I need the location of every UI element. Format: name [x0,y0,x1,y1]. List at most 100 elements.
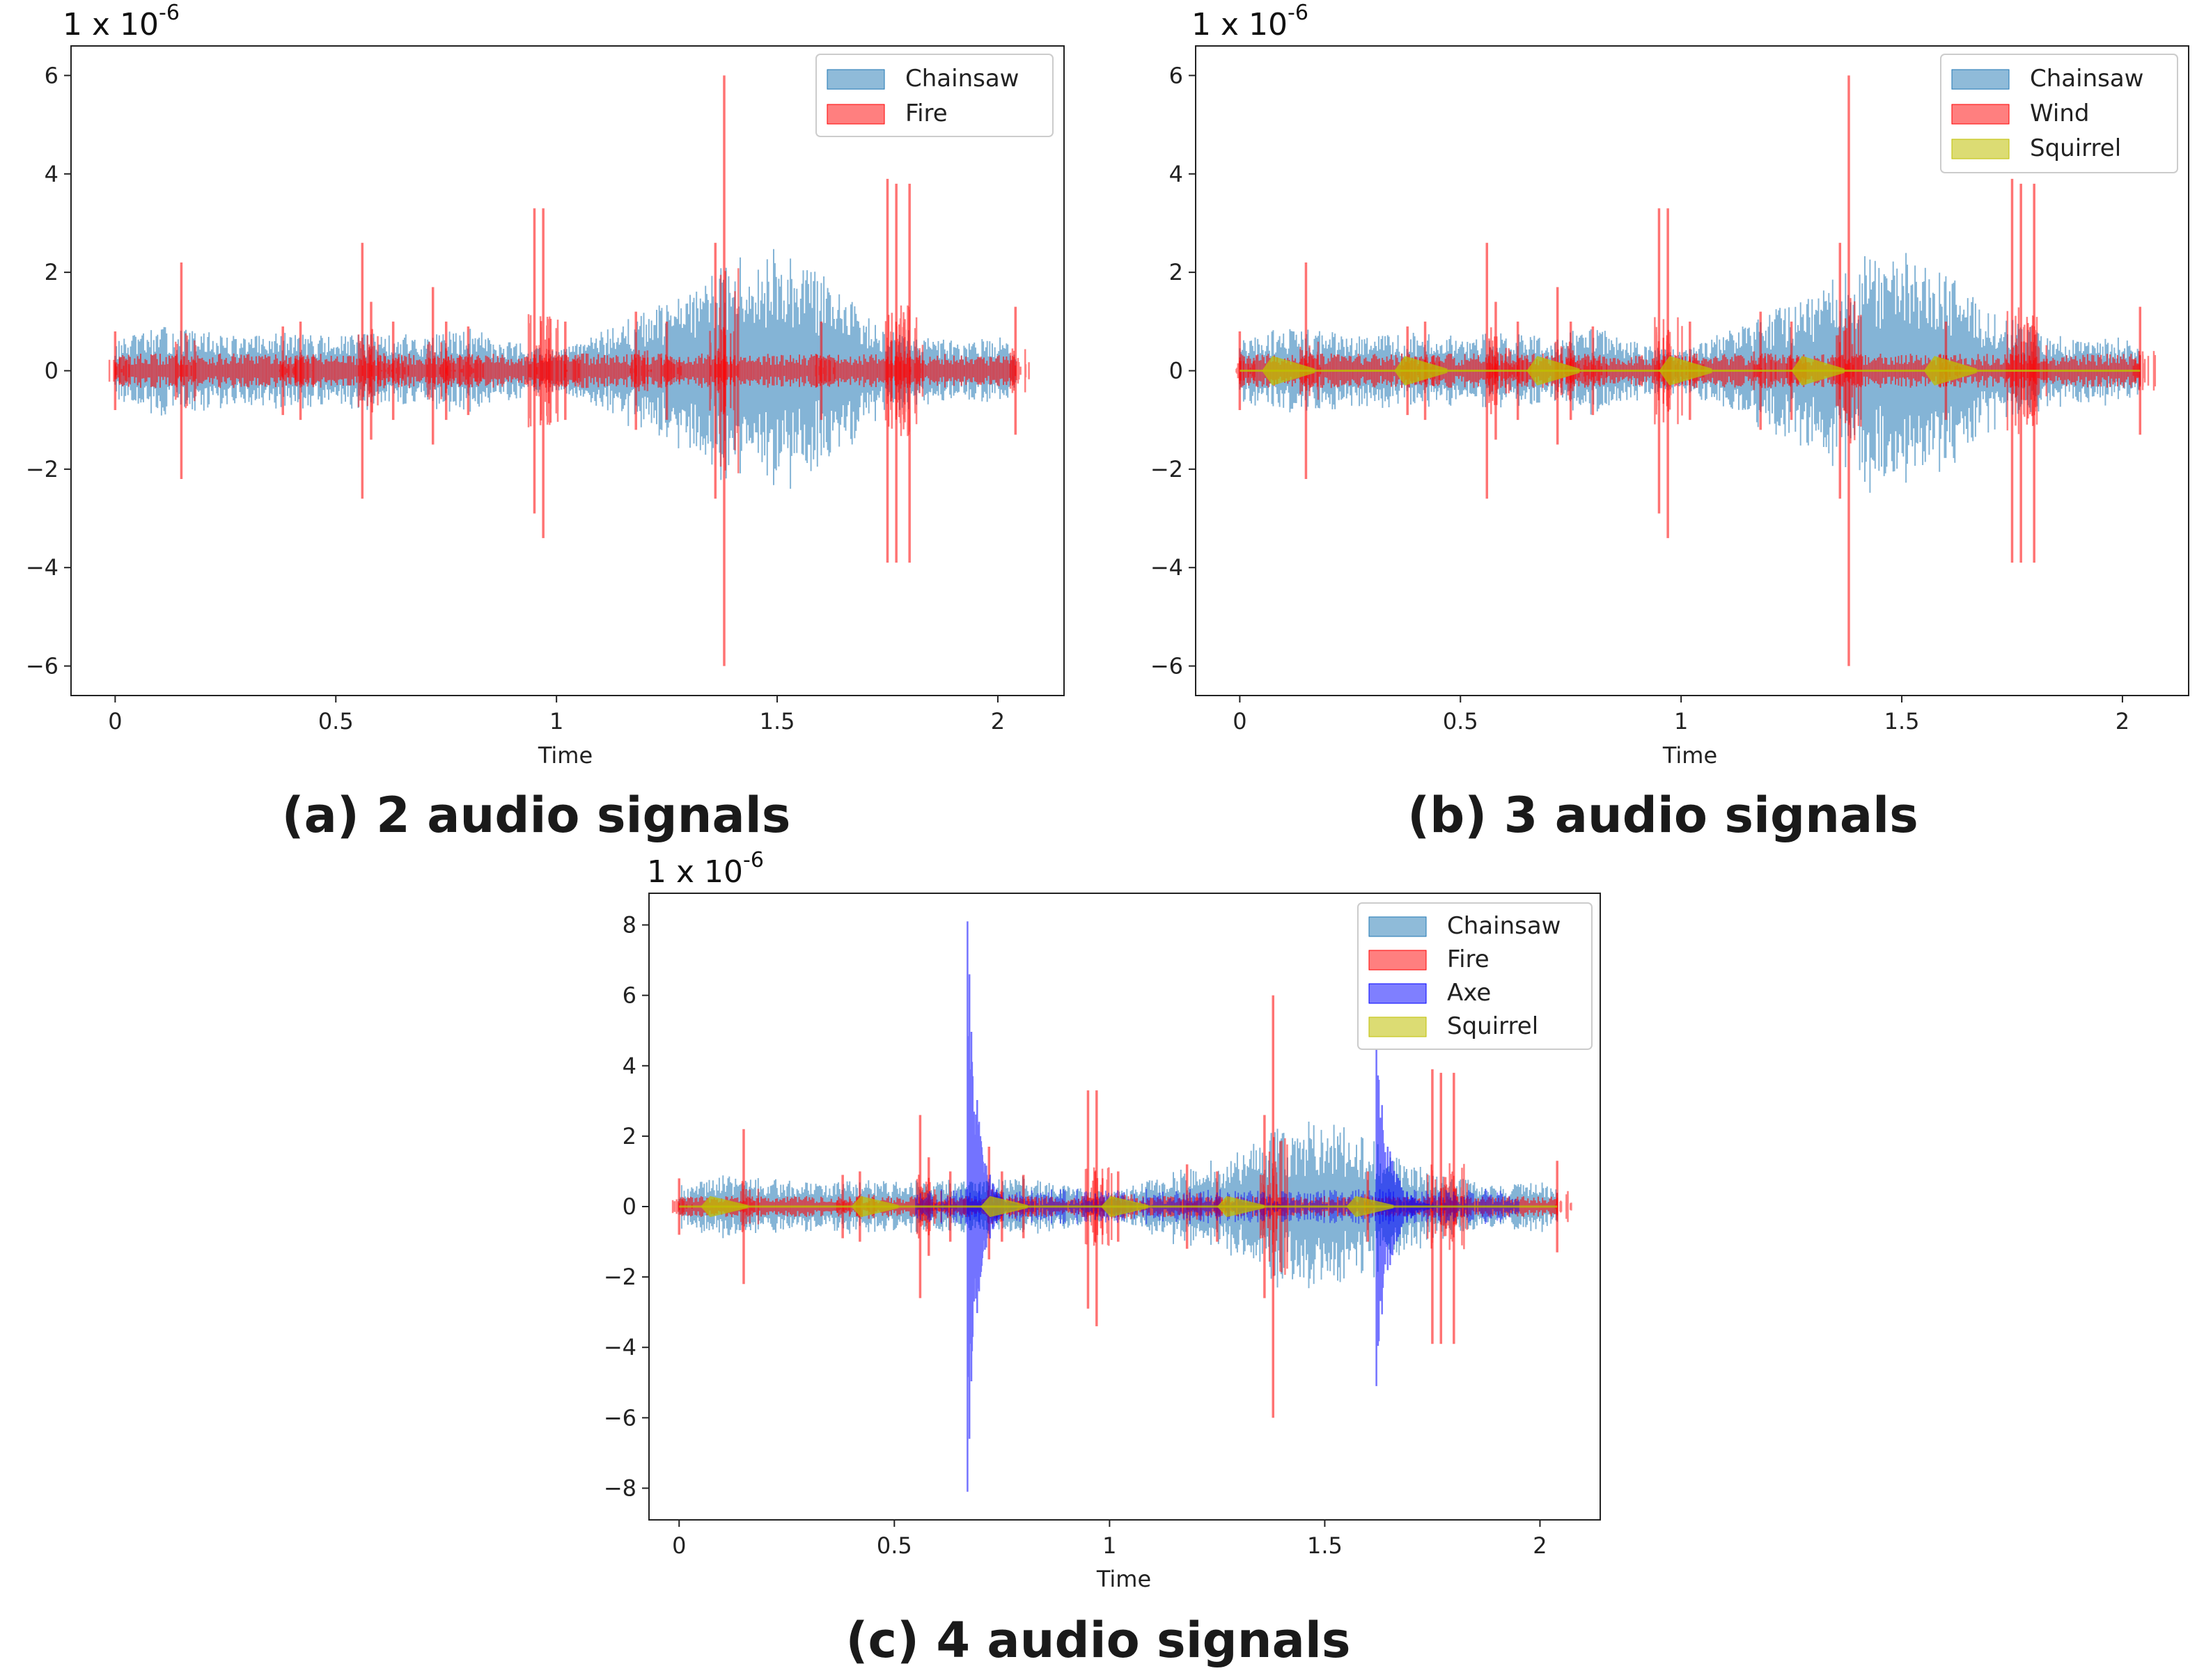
y-tick-label: 4 [623,1053,636,1079]
x-tick-label: 1.5 [1307,1532,1343,1559]
spike-cluster [439,354,462,387]
spike-cluster [175,333,197,409]
x-axis-c: 0 0.5 1 1.5 2 [672,1520,1547,1559]
spike-cluster [630,350,652,392]
legend-label: Chainsaw [1447,912,1561,940]
chirp-squirrel [1659,356,1712,386]
panel-c: 8 6 4 2 0 −2 −4 −6 −8 0 0.5 1 1.5 2 Time 1 x 10-6 Ch… [604,848,1601,1592]
spike-cluster [717,268,740,473]
x-tick-label: 0.5 [877,1532,912,1559]
legend-swatch-fire [827,104,885,125]
legend-entry: Fire [1368,945,1490,973]
spike-cluster [387,354,409,388]
legend-entry: Squirrel [1368,1012,1538,1040]
spike-cluster [294,354,315,388]
caption-c: (c) 4 audio signals [845,1612,1350,1669]
legend-label: Chainsaw [2030,65,2143,93]
y-tick-label: −6 [604,1404,636,1431]
legend-label: Fire [1447,945,1490,973]
spike-cluster [108,358,130,384]
y-tick-label: −8 [604,1475,636,1501]
y-tick-label: 6 [623,982,636,1009]
spike-cluster [1555,1191,1572,1223]
y-tick-label: −4 [1150,554,1183,581]
y-tick-label: 2 [623,1123,636,1149]
legend-label: Axe [1447,979,1491,1007]
chirp-squirrel [980,1195,1028,1218]
y-axis-c: 8 6 4 2 0 −2 −4 −6 −8 [604,912,649,1501]
chirp-squirrel [1791,356,1845,386]
legend-a: Chainsaw Fire [815,54,1054,137]
y-tick-label: −2 [26,456,58,482]
legend-swatch-squirrel [1368,1016,1427,1037]
legend-c: Chainsaw Fire Axe Squirrel [1357,902,1593,1050]
legend-b: Chainsaw Wind Squirrel [1940,54,2178,173]
chirp-squirrel [1526,356,1580,386]
caption-a: (a) 2 audio signals [282,787,791,844]
chirp-squirrel [1262,356,1315,386]
legend-swatch-squirrel [1951,139,2010,159]
scale-factor-c: 1 x 10-6 [647,848,764,890]
y-axis-b: 6 4 2 0 −2 −4 −6 [1150,62,1196,680]
spike-cluster [560,354,581,387]
y-tick-label: 0 [1169,358,1183,384]
legend-swatch-fire [1368,950,1427,971]
panel-a: 6 4 2 0 −2 −4 −6 0 0.5 1 1.5 2 Time 1 x 10-6 Chain… [26,1,1065,769]
y-tick-label: 0 [623,1193,636,1220]
plot-area-a [108,75,1030,666]
scale-factor-b: 1 x 10-6 [1191,1,1308,42]
x-tick-label: 1 [549,708,563,735]
x-axis-b: 0 0.5 1 1.5 2 [1233,696,2129,735]
x-tick-label: 1 [1102,1532,1116,1559]
x-tick-label: 2 [991,708,1005,735]
x-tick-label: 1 [1674,708,1688,735]
legend-swatch-wind [1951,104,2010,125]
legend-entry: Chainsaw [827,65,1019,93]
x-tick-label: 0 [1233,708,1246,735]
chirp-squirrel [1101,1195,1148,1218]
x-tick-label: 0 [672,1532,686,1559]
y-tick-label: −4 [26,554,58,581]
y-tick-label: 2 [1169,259,1183,285]
caption-b: (b) 3 audio signals [1407,787,1918,844]
spike-cluster [660,353,682,388]
legend-swatch-axe [1368,983,1427,1004]
y-tick-label: 2 [45,259,58,285]
y-tick-label: 6 [45,62,58,88]
x-tick-label: 0.5 [318,708,354,735]
legend-label: Chainsaw [905,65,1019,93]
x-tick-label: 2 [1533,1532,1547,1559]
chirp-squirrel [1217,1195,1265,1218]
legend-box-c [1357,902,1593,1050]
y-tick-label: −4 [604,1334,636,1360]
scale-factor-a: 1 x 10-6 [63,1,180,42]
x-axis-label-a: Time [538,742,593,769]
plot-area-b [1235,75,2157,666]
legend-entry: Fire [827,100,948,127]
legend-swatch-chainsaw [1368,916,1427,937]
spike-cluster [903,317,924,425]
legend-label: Squirrel [2030,134,2121,162]
legend-entry: Squirrel [1951,134,2121,162]
x-axis-label-c: Time [1096,1566,1151,1592]
chirp-squirrel [1923,356,1977,386]
legend-entry: Chainsaw [1951,65,2143,93]
y-tick-label: 8 [623,912,636,939]
chirp-squirrel [851,1195,899,1218]
legend-entry: Wind [1951,100,2089,127]
spike-cluster [815,354,836,388]
chirp-squirrel [1394,356,1448,386]
chirp-squirrel [701,1195,749,1218]
series-squirrel [679,1195,1558,1218]
chirp-squirrel [1346,1195,1394,1218]
legend-swatch-chainsaw [827,69,885,90]
y-tick-label: −2 [1150,456,1183,482]
y-tick-label: −6 [26,653,58,680]
spike-cluster [364,347,386,395]
y-tick-label: −2 [604,1264,636,1290]
x-axis-label-b: Time [1662,742,1717,769]
x-tick-label: 2 [2116,708,2129,735]
series-fire [108,75,1030,666]
x-tick-label: 0 [108,708,122,735]
